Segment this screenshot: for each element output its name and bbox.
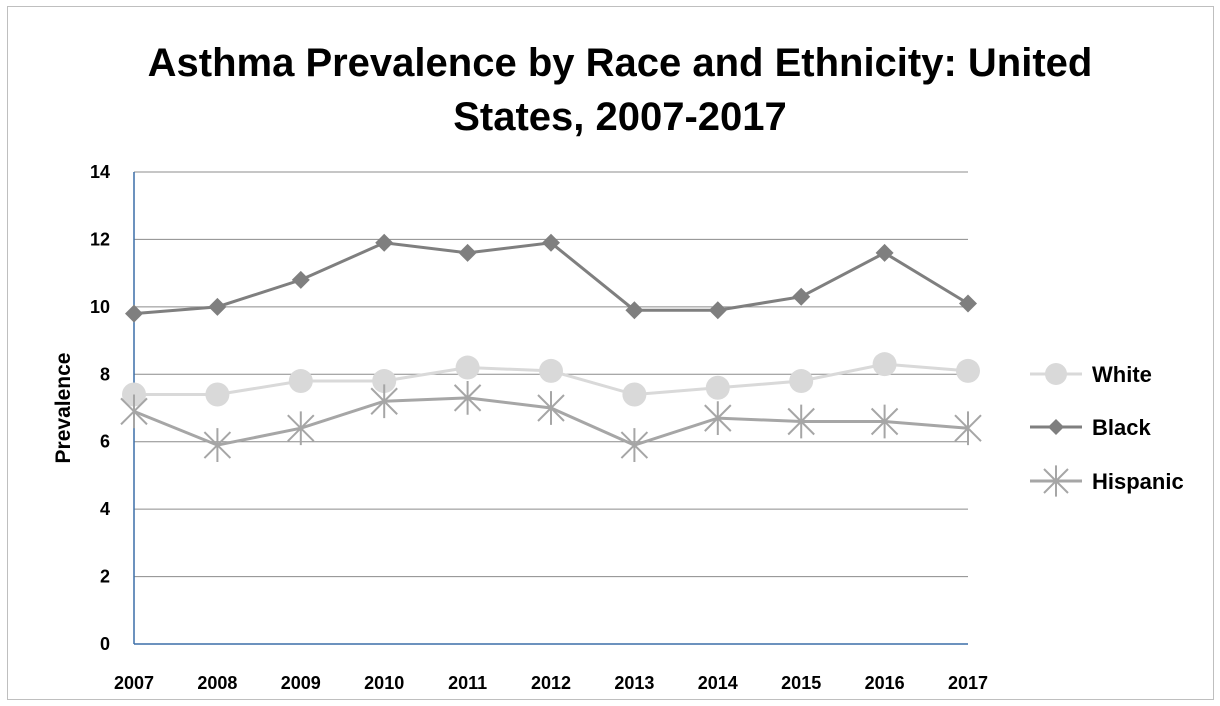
- series-black: [125, 233, 977, 323]
- point-marker: [455, 355, 480, 380]
- point-marker: [870, 404, 899, 439]
- y-tick-label: 14: [90, 162, 110, 182]
- point-marker: [542, 233, 560, 252]
- legend-label: Black: [1092, 415, 1151, 440]
- series-line: [133, 241, 969, 316]
- y-tick-label: 8: [100, 364, 110, 384]
- point-marker: [954, 411, 982, 446]
- point-marker: [203, 428, 232, 462]
- point-marker: [458, 243, 477, 262]
- y-tick-label: 10: [90, 297, 110, 317]
- point-marker: [537, 391, 565, 425]
- chart-frame: [7, 6, 1214, 700]
- x-tick-label: 2013: [614, 673, 654, 693]
- x-tick-label: 2016: [865, 673, 905, 693]
- legend: White Black Hispanic: [1030, 362, 1184, 497]
- point-marker: [1048, 419, 1064, 435]
- point-marker: [705, 375, 730, 400]
- point-marker: [959, 294, 977, 313]
- y-tick-label: 2: [100, 567, 110, 587]
- x-tick-label: 2012: [531, 673, 571, 693]
- legend-label: Hispanic: [1092, 469, 1184, 494]
- y-tick-labels: 0 2 4 6 8 10 12 14: [90, 162, 110, 654]
- chart-title: Asthma Prevalence by Race and Ethnicity:…: [0, 36, 1220, 144]
- x-tick-label: 2010: [364, 673, 404, 693]
- x-tick-label: 2017: [948, 673, 988, 693]
- x-tick-label: 2009: [281, 673, 321, 693]
- point-marker: [370, 384, 398, 419]
- point-marker: [1043, 465, 1069, 497]
- x-tick-label: 2007: [114, 673, 154, 693]
- legend-item-white: White: [1030, 362, 1152, 387]
- point-marker: [291, 270, 310, 289]
- point-marker: [205, 382, 230, 407]
- chart-title-line-1: Asthma Prevalence by Race and Ethnicity:…: [147, 41, 1093, 85]
- x-tick-label: 2008: [197, 673, 237, 693]
- point-marker: [792, 287, 811, 306]
- x-tick-label: 2011: [448, 673, 487, 693]
- series-hispanic: [120, 380, 982, 462]
- series-white: [122, 352, 980, 407]
- point-marker: [288, 369, 313, 394]
- x-tick-labels: 2007 2008 2009 2010 2011 2012 2013 2014 2015 2016…: [114, 673, 988, 693]
- legend-label: White: [1092, 362, 1152, 387]
- point-marker: [622, 382, 647, 407]
- point-marker: [208, 297, 227, 316]
- point-marker: [453, 380, 482, 415]
- y-tick-label: 12: [90, 229, 110, 249]
- point-marker: [375, 233, 394, 252]
- point-marker: [372, 369, 397, 394]
- point-marker: [620, 428, 649, 462]
- x-tick-label: 2014: [698, 673, 738, 693]
- point-marker: [704, 401, 732, 436]
- point-marker: [787, 404, 815, 439]
- point-marker: [539, 358, 563, 383]
- y-tick-label: 4: [100, 499, 110, 519]
- gridlines: [134, 171, 968, 645]
- x-tick-label: 2015: [781, 673, 821, 693]
- point-marker: [125, 304, 143, 323]
- point-marker: [287, 411, 315, 446]
- legend-item-hispanic: Hispanic: [1030, 465, 1184, 497]
- legend-item-black: Black: [1030, 415, 1151, 440]
- point-marker: [625, 301, 644, 320]
- series-group: [120, 233, 982, 462]
- y-tick-label: 0: [100, 634, 110, 654]
- chart-title-line-2: States, 2007-2017: [453, 95, 787, 139]
- point-marker: [875, 243, 894, 262]
- point-marker: [708, 301, 727, 320]
- point-marker: [120, 394, 148, 429]
- point-marker: [872, 352, 897, 377]
- point-marker: [1045, 363, 1067, 385]
- point-marker: [789, 369, 814, 394]
- y-axis-label: Prevalence: [52, 353, 75, 464]
- point-marker: [956, 358, 980, 383]
- y-tick-label: 6: [100, 432, 110, 452]
